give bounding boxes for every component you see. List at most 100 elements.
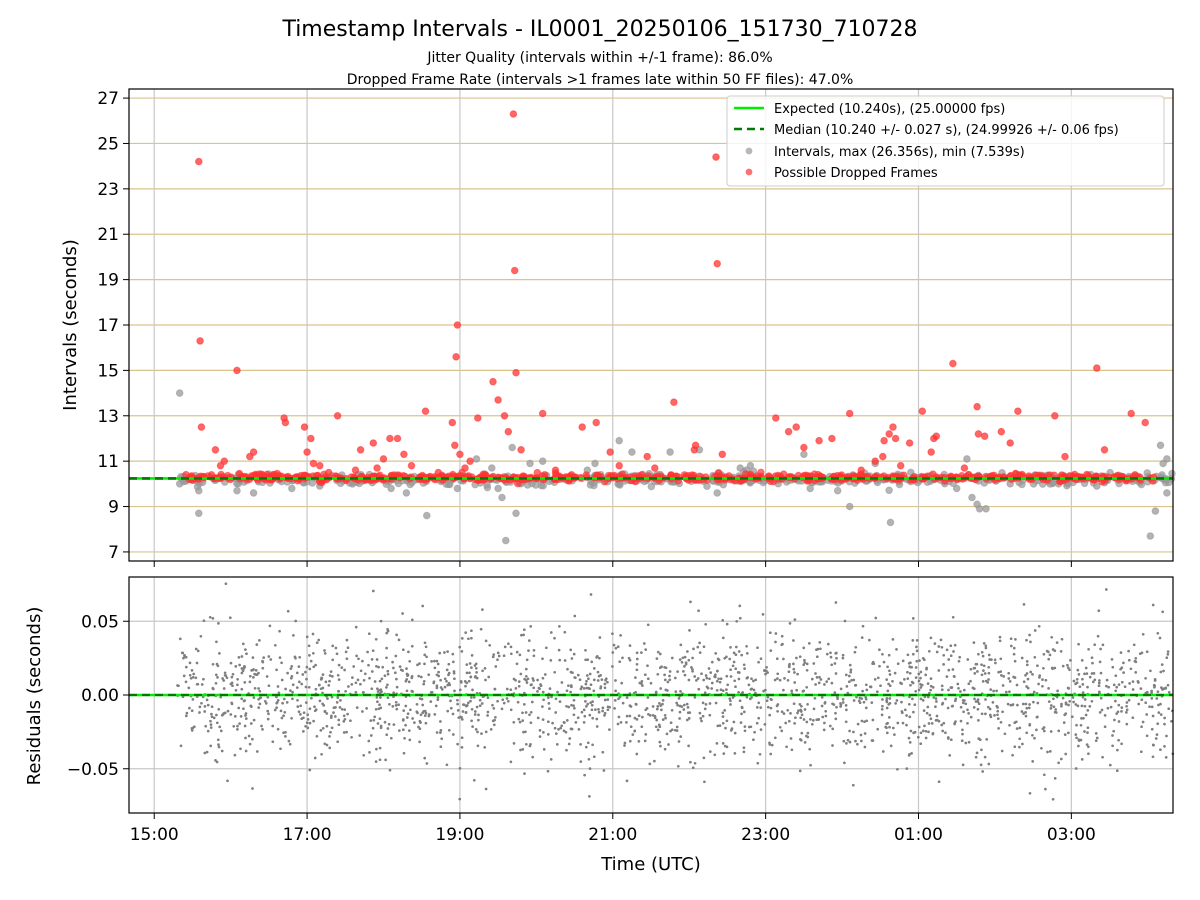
residual-point xyxy=(1053,666,1057,670)
residual-point xyxy=(1109,705,1113,709)
residual-point xyxy=(439,745,443,749)
residual-point xyxy=(378,679,382,683)
residual-point xyxy=(209,744,213,748)
residual-point xyxy=(1084,713,1088,717)
residual-point xyxy=(529,721,533,725)
residual-point xyxy=(502,701,506,705)
residual-point xyxy=(960,739,964,743)
residual-point xyxy=(614,679,617,682)
residual-point xyxy=(323,649,326,652)
residual-point xyxy=(1156,631,1160,635)
residual-point xyxy=(633,729,637,733)
residual-point xyxy=(349,719,352,723)
residual-point xyxy=(257,706,261,709)
x-tick-label: 19:00 xyxy=(435,825,484,845)
residual-point xyxy=(956,682,960,686)
residual-point xyxy=(846,738,850,742)
residual-point xyxy=(268,624,272,628)
residual-point xyxy=(617,715,621,719)
residual-point xyxy=(591,743,594,747)
residual-point xyxy=(973,697,976,701)
residual-point xyxy=(1117,720,1121,723)
residual-point xyxy=(924,736,928,740)
residual-point xyxy=(591,700,594,703)
residual-point xyxy=(1097,684,1101,688)
residual-point xyxy=(738,604,742,608)
residual-point xyxy=(794,716,797,720)
residual-point xyxy=(374,707,378,711)
residual-point xyxy=(933,642,937,645)
residual-point xyxy=(276,685,280,688)
residual-point xyxy=(1120,742,1123,746)
residual-point xyxy=(190,669,194,672)
residual-point xyxy=(1009,637,1013,641)
residual-point xyxy=(314,687,318,691)
residual-point xyxy=(1063,733,1067,736)
residual-point xyxy=(579,760,583,763)
residual-point xyxy=(415,702,419,706)
residual-point xyxy=(433,713,437,716)
residual-point xyxy=(635,752,639,756)
residual-point xyxy=(453,689,456,693)
dropped-frame-point xyxy=(356,446,365,454)
interval-point xyxy=(666,448,674,456)
dropped-frame-point xyxy=(452,353,460,361)
residual-point xyxy=(532,648,536,652)
interval-point xyxy=(175,389,184,397)
dropped-frame-point xyxy=(980,432,989,441)
residual-point xyxy=(836,695,839,699)
residual-point xyxy=(419,675,423,679)
residual-point xyxy=(659,744,662,748)
residual-point xyxy=(1150,705,1154,709)
residual-point xyxy=(413,721,416,724)
residual-point xyxy=(215,721,219,725)
residual-point xyxy=(438,651,442,655)
residual-point xyxy=(1031,760,1035,763)
interval-point xyxy=(713,489,722,497)
residual-point xyxy=(243,664,246,668)
residual-point xyxy=(656,705,660,708)
dropped-frame-point xyxy=(512,368,520,377)
residual-point xyxy=(559,726,563,730)
residual-point xyxy=(896,662,900,666)
residual-point xyxy=(1072,679,1076,683)
residual-point xyxy=(547,702,551,705)
residual-point xyxy=(740,653,744,657)
residual-point xyxy=(865,719,869,723)
residual-point xyxy=(891,638,895,641)
residual-point xyxy=(541,690,545,694)
interval-point xyxy=(446,480,454,489)
residual-point xyxy=(646,664,649,668)
residual-point xyxy=(953,722,957,726)
residual-point xyxy=(354,625,358,629)
residual-point xyxy=(998,635,1002,639)
residual-point xyxy=(416,663,419,667)
residual-point xyxy=(352,665,356,668)
legend-dropped-marker xyxy=(745,168,753,176)
residual-point xyxy=(410,618,414,622)
residual-point xyxy=(635,662,639,666)
residual-point xyxy=(560,681,564,684)
residual-point xyxy=(856,742,859,746)
residual-point xyxy=(525,681,529,684)
residual-point xyxy=(606,705,610,709)
residual-point xyxy=(603,711,607,715)
residual-point xyxy=(640,725,644,729)
residual-point xyxy=(1125,701,1129,704)
residual-point xyxy=(481,608,484,611)
residual-point xyxy=(546,720,550,724)
residual-point xyxy=(1151,714,1155,718)
residual-point xyxy=(258,702,262,706)
residual-point xyxy=(315,641,319,645)
residual-point xyxy=(343,717,347,721)
residual-point xyxy=(663,713,667,717)
residual-point xyxy=(834,672,838,675)
residual-point xyxy=(616,645,620,649)
residual-point xyxy=(1037,682,1040,686)
residual-point xyxy=(893,733,896,736)
residual-point xyxy=(439,720,442,723)
residual-point xyxy=(407,650,410,654)
residual-point xyxy=(693,696,697,699)
residual-point xyxy=(1091,661,1094,665)
